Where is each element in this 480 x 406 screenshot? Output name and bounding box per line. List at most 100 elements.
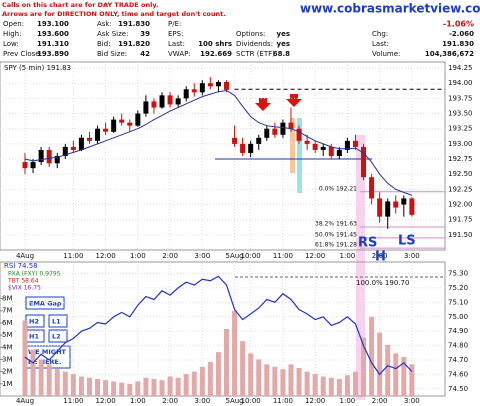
quote-value: 193.890 (37, 50, 69, 58)
x-tick-label: 1:00 (130, 252, 146, 260)
candle-body (175, 98, 181, 105)
legend-entry: PXA (FXY) 0.9795 (8, 271, 61, 278)
note-box (48, 314, 68, 328)
y-tick-label: 5M (2, 331, 13, 339)
fib-label: 50.0% 191.45 (315, 231, 357, 238)
fib-label: 0.0% 192.21 (319, 185, 357, 192)
y-tick-label: 191.75 (448, 216, 473, 224)
arrow (255, 98, 271, 111)
candle-body (377, 198, 383, 217)
volume-bar (86, 377, 92, 396)
volume-bar (320, 376, 326, 396)
volume-bar (369, 316, 375, 396)
legend-entry: TBT 58.64 (7, 278, 39, 285)
arrow (286, 94, 302, 107)
candle-body (344, 140, 350, 150)
quote-label: Dividends: (236, 40, 273, 48)
quote-label: Bid: (97, 40, 111, 48)
quote-value: 191.830 (118, 20, 150, 28)
candle-body (183, 89, 189, 99)
candle-body (296, 128, 302, 141)
x-tick-label: 3:00 (404, 252, 420, 260)
volume-bar (111, 381, 117, 396)
x-tick-label: 11:00 (63, 397, 83, 405)
volume-bar (248, 353, 254, 396)
volume-bar (207, 361, 213, 396)
candle-body (256, 137, 262, 144)
y-tick-label: 192.00 (448, 201, 473, 209)
volume-bar (119, 382, 125, 396)
notice-box (0, 0, 195, 19)
volume-bar (151, 378, 157, 396)
volume-bar (304, 371, 310, 396)
fib-label: 38.2% 191.63 (315, 220, 357, 227)
series-line (24, 275, 413, 376)
volume-bar (328, 377, 334, 396)
candle-body (111, 119, 117, 132)
x-tick-label: 11:00 (273, 252, 293, 260)
candle-body (369, 177, 375, 199)
candle-body (320, 146, 326, 150)
x-tick-label: 12:00 (305, 252, 325, 260)
quote-value: 191.830 (442, 40, 474, 48)
quote-label: Last: (372, 40, 389, 48)
y2-tick-label: 74.60 (448, 370, 468, 378)
x-tick-label: 4Aug (16, 397, 34, 405)
candle-body (119, 119, 125, 123)
candle-body (248, 143, 254, 153)
x-tick-label: 12:00 (96, 252, 116, 260)
volume-bar (46, 364, 52, 396)
volume-bar (183, 374, 189, 396)
volume-bar (256, 359, 262, 396)
note: L1 (52, 318, 61, 326)
candle-body (62, 146, 68, 156)
candle-body (393, 201, 399, 208)
volume-bar (103, 380, 109, 396)
volume-bar (409, 364, 415, 396)
note-box (48, 329, 68, 343)
x-tick-label: 12:00 (96, 397, 116, 405)
quote-value: 193.100 (37, 20, 69, 28)
fib-label: 100.0% 190.70 (356, 279, 409, 287)
candle-body (103, 128, 109, 132)
y-tick-label: 3M (2, 355, 13, 363)
quote-value: 193.600 (37, 30, 69, 38)
candle-body (288, 122, 294, 129)
quote-value: 191.820 (118, 40, 150, 48)
quote-label: SCTR (ETF): (236, 50, 277, 58)
x-tick-label: 10:00 (241, 397, 261, 405)
candle-body (280, 122, 286, 135)
volume-bar (62, 371, 68, 396)
candle-body (328, 146, 334, 156)
candle-body (167, 95, 173, 105)
highlight-band (297, 118, 302, 193)
candle-body (38, 149, 44, 163)
candle-body (304, 140, 310, 144)
y-tick-label: 194.25 (448, 64, 473, 72)
y-tick-label: 193.00 (448, 140, 473, 148)
y-tick-label: 194.00 (448, 79, 473, 87)
quote-value: 192.669 (200, 50, 232, 58)
candle-body (409, 198, 415, 215)
volume-bar (70, 374, 76, 396)
volume-bar (264, 364, 270, 396)
y-tick-label: 192.75 (448, 155, 473, 163)
quote-label: Last: (168, 40, 185, 48)
candle-body (151, 101, 157, 108)
y-tick-label: 192.50 (448, 170, 473, 178)
y-tick-label: 6M (2, 319, 13, 327)
quote-value: 104,386,672 (425, 50, 474, 58)
y2-tick-label: 75.00 (448, 313, 468, 321)
volume-bar (377, 332, 383, 396)
volume-bar (30, 349, 36, 396)
y2-tick-label: 75.10 (448, 298, 468, 306)
x-tick-label: 2:00 (162, 252, 178, 260)
x-tick-label: 5Aug (225, 397, 243, 405)
note: EMA Gap (29, 300, 62, 308)
volume-bar (175, 377, 181, 396)
candle-body (143, 101, 149, 114)
candle-body (54, 156, 60, 164)
quote-label: Chg: (372, 30, 388, 38)
candle-body (264, 128, 270, 138)
